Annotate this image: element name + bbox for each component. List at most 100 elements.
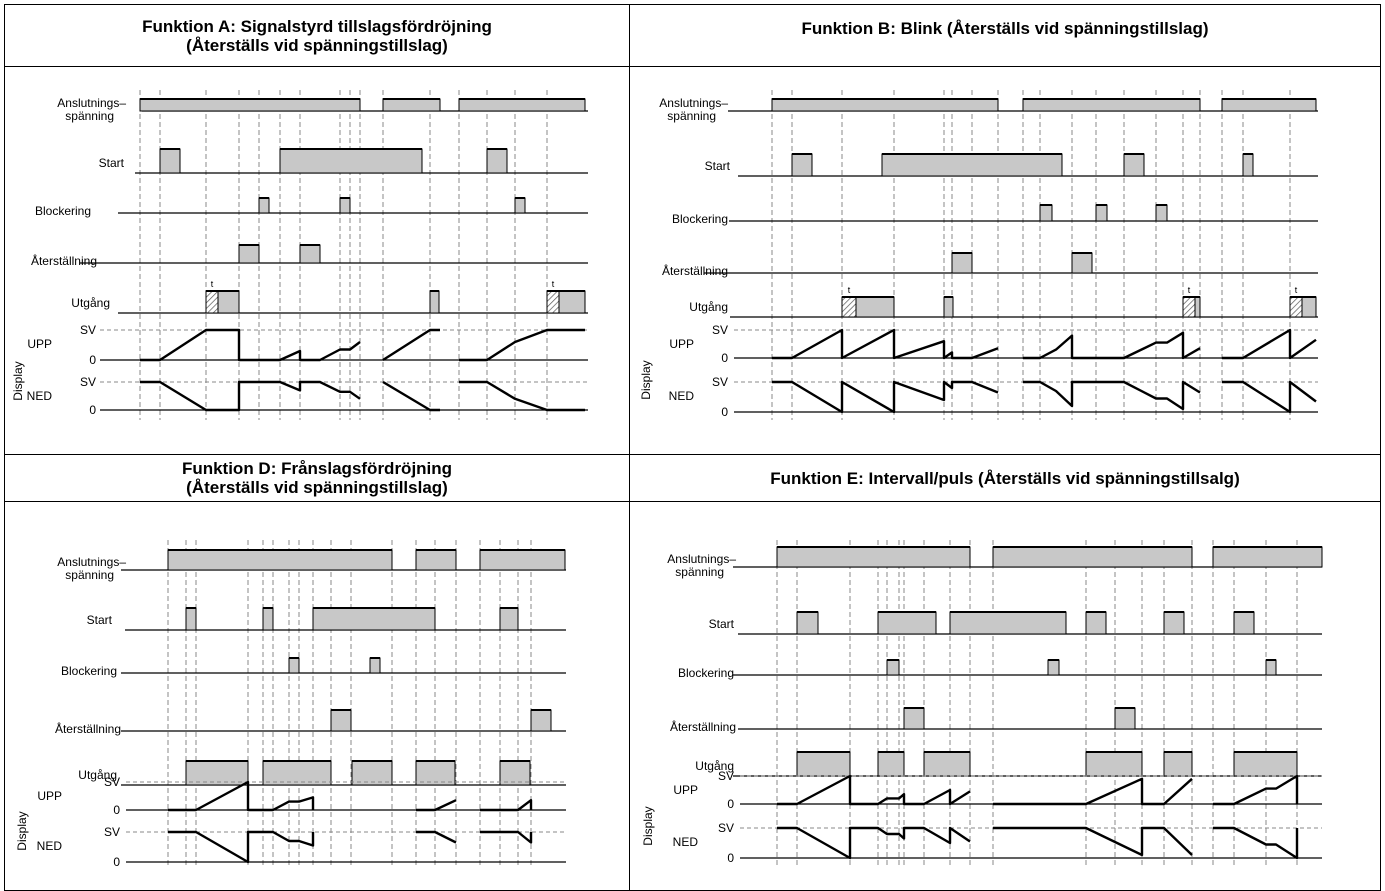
supply-pulse bbox=[1022, 98, 1201, 112]
blocking-pulse bbox=[1047, 659, 1060, 676]
output-pulse bbox=[943, 296, 954, 318]
blocking-pulse bbox=[514, 197, 526, 214]
output-label: Utgång bbox=[78, 768, 117, 782]
start-pulse bbox=[1242, 153, 1254, 177]
start-label: Start bbox=[709, 617, 735, 631]
blocking-label: Blockering bbox=[61, 664, 117, 678]
display-label: Display bbox=[11, 361, 25, 400]
down-sv-label: SV bbox=[712, 375, 728, 389]
start-pulse bbox=[1123, 153, 1145, 177]
supply-label-line2: spänning bbox=[667, 109, 716, 123]
supply-label-line1: Anslutnings– bbox=[667, 552, 736, 566]
output-label: Utgång bbox=[695, 759, 734, 773]
display-down-waveform bbox=[772, 380, 1317, 414]
down-zero-label: 0 bbox=[89, 403, 96, 417]
blocking-pulse bbox=[1039, 204, 1053, 222]
display-up-label: UPP bbox=[669, 337, 694, 351]
output-hatch bbox=[1182, 296, 1196, 318]
reset-pulse bbox=[330, 709, 352, 732]
up-sv-label: SV bbox=[80, 323, 96, 337]
up-sv-label: SV bbox=[104, 775, 120, 789]
blocking-label: Blockering bbox=[672, 212, 728, 226]
start-pulse bbox=[796, 611, 819, 635]
display-up-waveform bbox=[168, 780, 533, 812]
supply-pulse bbox=[382, 98, 441, 112]
down-sv-label: SV bbox=[104, 825, 120, 839]
start-pulse bbox=[486, 148, 508, 174]
start-pulse bbox=[877, 611, 937, 635]
supply-pulse bbox=[1212, 546, 1323, 568]
output-pulse bbox=[1163, 751, 1193, 777]
start-pulse bbox=[159, 148, 181, 174]
output-pulse bbox=[877, 751, 905, 777]
t-mark: t bbox=[848, 285, 851, 295]
blocking-pulse bbox=[369, 657, 381, 674]
up-sv-label: SV bbox=[712, 323, 728, 337]
t-mark: t bbox=[211, 279, 214, 289]
display-up-label: UPP bbox=[673, 783, 698, 797]
supply-pulse bbox=[167, 549, 393, 571]
display-up-waveform bbox=[772, 328, 1317, 360]
panel-title-line2: (Återställs vid spänningstillslag) bbox=[186, 35, 448, 55]
output-pulse bbox=[415, 760, 456, 786]
up-zero-label: 0 bbox=[113, 803, 120, 817]
start-pulse bbox=[185, 607, 197, 631]
up-zero-label: 0 bbox=[721, 351, 728, 365]
start-pulse bbox=[279, 148, 423, 174]
timing-diagram-a: Anslutnings–spänning Start Blockering Åters… bbox=[11, 90, 588, 420]
supply-label-line1: Anslutnings– bbox=[57, 96, 126, 110]
display-label: Display bbox=[641, 806, 655, 845]
blocking-label: Blockering bbox=[35, 204, 91, 218]
start-pulse bbox=[949, 611, 1067, 635]
down-sv-label: SV bbox=[80, 375, 96, 389]
start-pulse bbox=[312, 607, 436, 631]
panel-title: Funktion E: Intervall/puls (Återställs v… bbox=[630, 455, 1380, 502]
start-pulse bbox=[1163, 611, 1185, 635]
output-hatch bbox=[841, 296, 857, 318]
supply-label-line2: spänning bbox=[65, 109, 114, 123]
blocking-pulse bbox=[288, 657, 300, 674]
reset-pulse bbox=[1071, 252, 1093, 274]
start-pulse bbox=[499, 607, 519, 631]
panel-title: Funktion D: Frånslagsfördröjning (Återst… bbox=[5, 455, 629, 502]
down-sv-label: SV bbox=[718, 821, 734, 835]
supply-label-line1: Anslutnings– bbox=[57, 555, 126, 569]
supply-pulse bbox=[458, 98, 586, 112]
output-pulse bbox=[1085, 751, 1143, 777]
blocking-pulse bbox=[1265, 659, 1277, 676]
panel-title: Funktion B: Blink (Återställs vid spänni… bbox=[630, 5, 1380, 67]
output-pulse bbox=[185, 760, 249, 786]
display-label: Display bbox=[15, 811, 29, 850]
start-pulse bbox=[791, 153, 813, 177]
output-hatch bbox=[205, 290, 219, 314]
display-down-label: NED bbox=[27, 389, 53, 403]
blocking-pulse bbox=[886, 659, 900, 676]
reset-pulse bbox=[1114, 707, 1136, 730]
display-up-label: UPP bbox=[37, 789, 62, 803]
panel-title-line1: Funktion A: Signalstyrd tillslagsfördröj… bbox=[142, 16, 492, 36]
reset-label: Återställning bbox=[662, 263, 728, 278]
reset-label: Återställning bbox=[670, 719, 736, 734]
reset-pulse bbox=[238, 244, 260, 264]
panel-title-line2: (Återställs vid spänningstillslag) bbox=[186, 478, 448, 497]
blocking-label: Blockering bbox=[678, 666, 734, 680]
up-zero-label: 0 bbox=[89, 353, 96, 367]
panel-title-line1: Funktion D: Frånslagsfördröjning bbox=[181, 459, 453, 478]
supply-label-line2: spänning bbox=[675, 565, 724, 579]
reset-label: Återställning bbox=[31, 253, 97, 268]
panel-function-e: Funktion E: Intervall/puls (Återställs v… bbox=[629, 454, 1381, 891]
display-down-waveform bbox=[140, 380, 585, 412]
start-pulse bbox=[262, 607, 274, 631]
output-hatch bbox=[546, 290, 560, 314]
output-pulse bbox=[796, 751, 851, 777]
blocking-pulse bbox=[339, 197, 351, 214]
output-label: Utgång bbox=[689, 300, 728, 314]
start-pulse bbox=[881, 153, 1063, 177]
output-pulse bbox=[429, 290, 440, 314]
display-up-waveform bbox=[140, 328, 585, 362]
reset-pulse bbox=[299, 244, 321, 264]
timing-diagram-e: Anslutnings–spänning Start Blockering Åters… bbox=[641, 540, 1323, 865]
supply-pulse bbox=[992, 546, 1193, 568]
panel-title: Funktion A: Signalstyrd tillslagsfördröj… bbox=[5, 5, 629, 67]
output-pulse bbox=[499, 760, 531, 786]
